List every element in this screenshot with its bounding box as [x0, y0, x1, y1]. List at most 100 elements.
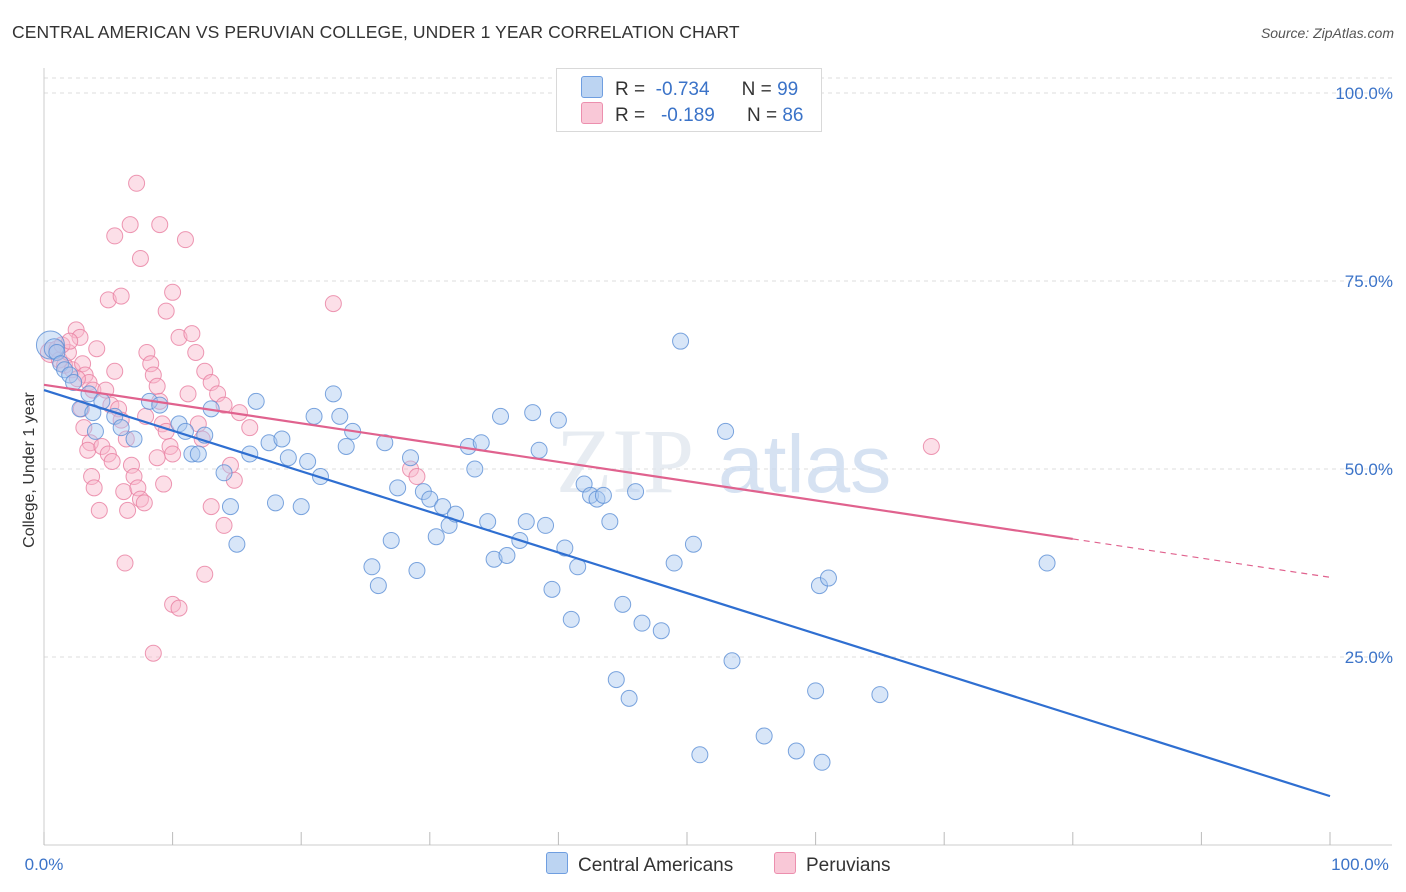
data-point [684, 535, 702, 553]
trend-line-peruvians-extension [1072, 538, 1331, 578]
data-point [121, 216, 139, 234]
data-point [125, 468, 143, 486]
trend-lines [43, 383, 1331, 798]
watermark-zip: ZIP [556, 410, 694, 512]
data-point [215, 464, 233, 482]
data-point [485, 550, 503, 568]
data-point [112, 287, 130, 305]
legend-n-label: N = [746, 105, 778, 126]
data-point [594, 486, 612, 504]
chart-title: CENTRAL AMERICAN VS PERUVIAN COLLEGE, UN… [12, 22, 740, 42]
data-point [787, 742, 805, 760]
data-point [607, 671, 625, 689]
data-point [176, 231, 194, 249]
data-point [164, 445, 182, 463]
data-point [614, 595, 632, 613]
peruvians-points [39, 174, 940, 662]
data-point [129, 479, 147, 497]
legend-r-value: -0.734 [655, 79, 710, 100]
data-point [331, 407, 349, 425]
data-point [421, 490, 439, 508]
stats-legend: R = -0.734 N = 99 R = -0.189 N = 86 [556, 68, 822, 132]
data-point [498, 546, 516, 564]
data-point [56, 361, 74, 379]
legend-label: Peruvians [806, 855, 891, 876]
data-point [871, 686, 889, 704]
data-point [35, 330, 65, 360]
data-point [164, 283, 182, 301]
data-point [106, 227, 124, 245]
data-point [305, 407, 323, 425]
legend-swatch-pink [581, 102, 603, 124]
legend-item-peruvians[interactable]: Peruvians [774, 852, 891, 877]
data-point [266, 494, 284, 512]
data-point [221, 498, 239, 516]
data-point [135, 494, 153, 512]
x-tick-label: 100.0% [1331, 855, 1389, 874]
data-point [148, 449, 166, 467]
data-point [86, 422, 104, 440]
data-point [179, 385, 197, 403]
data-point [183, 445, 201, 463]
data-point [382, 531, 400, 549]
data-point [119, 501, 137, 519]
data-point [74, 355, 92, 373]
data-point [755, 727, 773, 745]
data-point [125, 430, 143, 448]
data-point [408, 468, 426, 486]
data-point [813, 753, 831, 771]
data-point [672, 332, 690, 350]
series-legend: Central Americans Peruvians [0, 852, 1406, 878]
data-point [61, 332, 79, 350]
data-point [138, 343, 156, 361]
data-point [279, 449, 297, 467]
data-point [151, 216, 169, 234]
legend-label: Central Americans [578, 855, 734, 876]
data-point [556, 539, 574, 557]
data-point [466, 460, 484, 478]
data-point [48, 343, 66, 361]
data-point [88, 340, 106, 358]
axes [43, 68, 1392, 846]
data-point [157, 302, 175, 320]
data-point [83, 468, 101, 486]
legend-r-value: -0.189 [660, 105, 715, 126]
data-point [215, 516, 233, 534]
x-tick-label: 0.0% [25, 855, 64, 874]
data-point [155, 475, 173, 493]
data-point [408, 562, 426, 580]
data-point [652, 622, 670, 640]
trend-line-central-americans [43, 389, 1331, 798]
data-point [376, 434, 394, 452]
data-point [434, 498, 452, 516]
data-point [517, 513, 535, 531]
data-point [115, 483, 133, 501]
data-point [215, 396, 233, 414]
data-point [402, 449, 420, 467]
data-point [922, 437, 940, 455]
data-point [131, 249, 149, 267]
legend-swatch-blue [546, 852, 568, 874]
data-point [170, 328, 188, 346]
data-point [691, 746, 709, 764]
y-tick-label: 100.0% [1335, 84, 1393, 103]
data-point [537, 516, 555, 534]
data-point [723, 652, 741, 670]
data-point [427, 528, 445, 546]
data-point [273, 430, 291, 448]
legend-r-label: R = [615, 105, 646, 126]
data-point [530, 441, 548, 459]
data-point [142, 355, 160, 373]
data-point [122, 456, 140, 474]
data-point [189, 445, 207, 463]
data-point [819, 569, 837, 587]
data-point [492, 407, 510, 425]
data-point [363, 558, 381, 576]
data-point [144, 366, 162, 384]
data-point [148, 377, 166, 395]
data-point [241, 419, 259, 437]
grid-lines [44, 77, 1392, 658]
legend-item-central-americans[interactable]: Central Americans [546, 852, 733, 877]
data-point [601, 513, 619, 531]
